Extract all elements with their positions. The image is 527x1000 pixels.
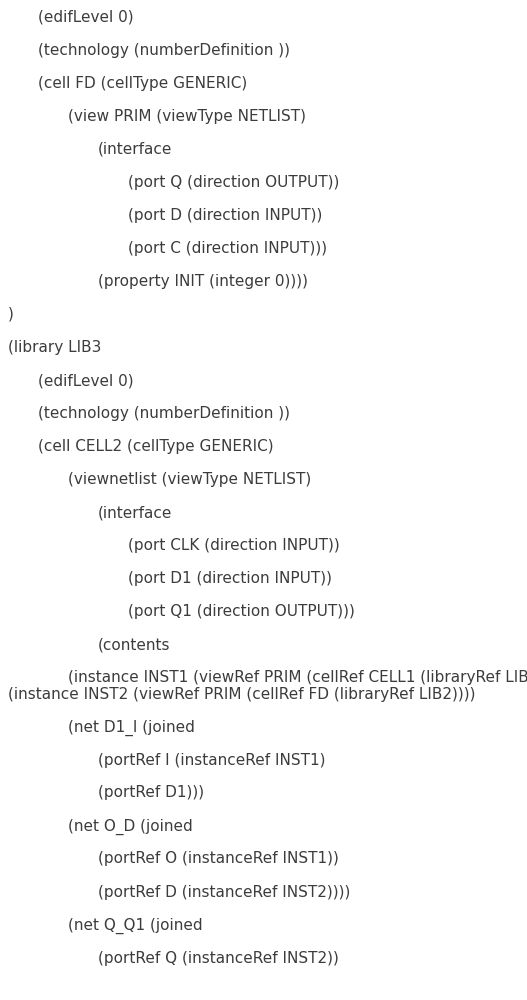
Text: (technology (numberDefinition )): (technology (numberDefinition )) <box>38 43 290 58</box>
Text: (property INIT (integer 0)))): (property INIT (integer 0)))) <box>98 274 308 289</box>
Text: (net Q_Q1 (joined: (net Q_Q1 (joined <box>68 918 202 934</box>
Text: ): ) <box>8 307 14 322</box>
Text: (interface: (interface <box>98 505 172 520</box>
Text: (port CLK (direction INPUT)): (port CLK (direction INPUT)) <box>128 538 340 553</box>
Text: (portRef Q (instanceRef INST2)): (portRef Q (instanceRef INST2)) <box>98 950 339 966</box>
Text: (portRef D1))): (portRef D1))) <box>98 786 204 800</box>
Text: (port C (direction INPUT))): (port C (direction INPUT))) <box>128 241 327 256</box>
Text: (net D1_I (joined: (net D1_I (joined <box>68 720 195 736</box>
Text: (view PRIM (viewType NETLIST): (view PRIM (viewType NETLIST) <box>68 109 306 124</box>
Text: (portRef I (instanceRef INST1): (portRef I (instanceRef INST1) <box>98 752 326 768</box>
Text: (portRef D (instanceRef INST2)))): (portRef D (instanceRef INST2)))) <box>98 884 350 900</box>
Text: (instance INST1 (viewRef PRIM (cellRef CELL1 (libraryRef LIB1)))): (instance INST1 (viewRef PRIM (cellRef C… <box>68 670 527 685</box>
Text: (port D1 (direction INPUT)): (port D1 (direction INPUT)) <box>128 571 332 586</box>
Text: (cell FD (cellType GENERIC): (cell FD (cellType GENERIC) <box>38 76 247 91</box>
Text: (edifLevel 0): (edifLevel 0) <box>38 373 134 388</box>
Text: (portRef O (instanceRef INST1)): (portRef O (instanceRef INST1)) <box>98 852 339 866</box>
Text: (net O_D (joined: (net O_D (joined <box>68 818 193 835</box>
Text: (instance INST2 (viewRef PRIM (cellRef FD (libraryRef LIB2)))): (instance INST2 (viewRef PRIM (cellRef F… <box>8 686 475 702</box>
Text: (port Q (direction OUTPUT)): (port Q (direction OUTPUT)) <box>128 175 339 190</box>
Text: (technology (numberDefinition )): (technology (numberDefinition )) <box>38 406 290 421</box>
Text: (viewnetlist (viewType NETLIST): (viewnetlist (viewType NETLIST) <box>68 472 311 487</box>
Text: (cell CELL2 (cellType GENERIC): (cell CELL2 (cellType GENERIC) <box>38 439 274 454</box>
Text: (interface: (interface <box>98 142 172 157</box>
Text: (port D (direction INPUT)): (port D (direction INPUT)) <box>128 208 323 223</box>
Text: (library LIB3: (library LIB3 <box>8 340 101 355</box>
Text: (port Q1 (direction OUTPUT))): (port Q1 (direction OUTPUT))) <box>128 604 355 619</box>
Text: (contents: (contents <box>98 637 171 652</box>
Text: (edifLevel 0): (edifLevel 0) <box>38 10 134 25</box>
